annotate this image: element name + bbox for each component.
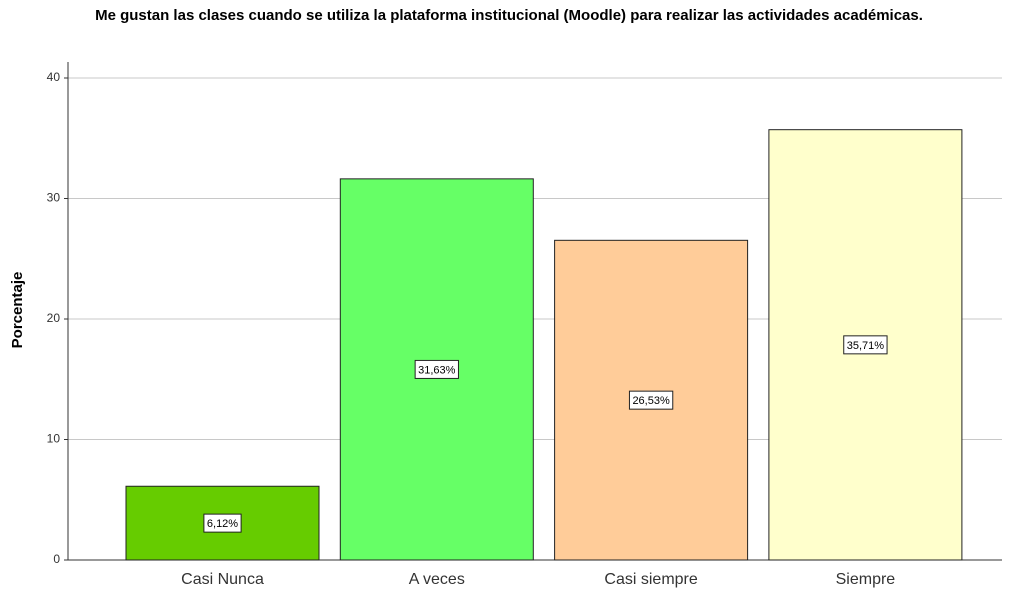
x-tick-label: Siempre xyxy=(836,571,896,588)
value-label: 35,71% xyxy=(847,340,885,352)
y-tick-label: 40 xyxy=(47,70,61,84)
chart-title: Me gustan las clases cuando se utiliza l… xyxy=(95,7,923,24)
y-tick-label: 0 xyxy=(53,552,60,566)
value-label: 31,63% xyxy=(418,364,456,376)
value-label-box xyxy=(414,359,459,379)
x-tick-label: A veces xyxy=(409,571,465,588)
value-label: 6,12% xyxy=(207,518,238,530)
y-tick-label: 10 xyxy=(47,432,61,446)
x-tick-label: Casi siempre xyxy=(604,571,697,588)
value-label-box xyxy=(628,390,674,410)
y-tick-label: 20 xyxy=(47,311,61,325)
y-tick-label: 30 xyxy=(47,191,61,205)
value-label-box xyxy=(843,335,888,355)
value-label: 26,53% xyxy=(632,395,670,407)
value-label-box xyxy=(203,513,242,533)
x-tick-label: Casi Nunca xyxy=(181,571,264,588)
y-axis-label: Porcentaje xyxy=(9,272,26,349)
